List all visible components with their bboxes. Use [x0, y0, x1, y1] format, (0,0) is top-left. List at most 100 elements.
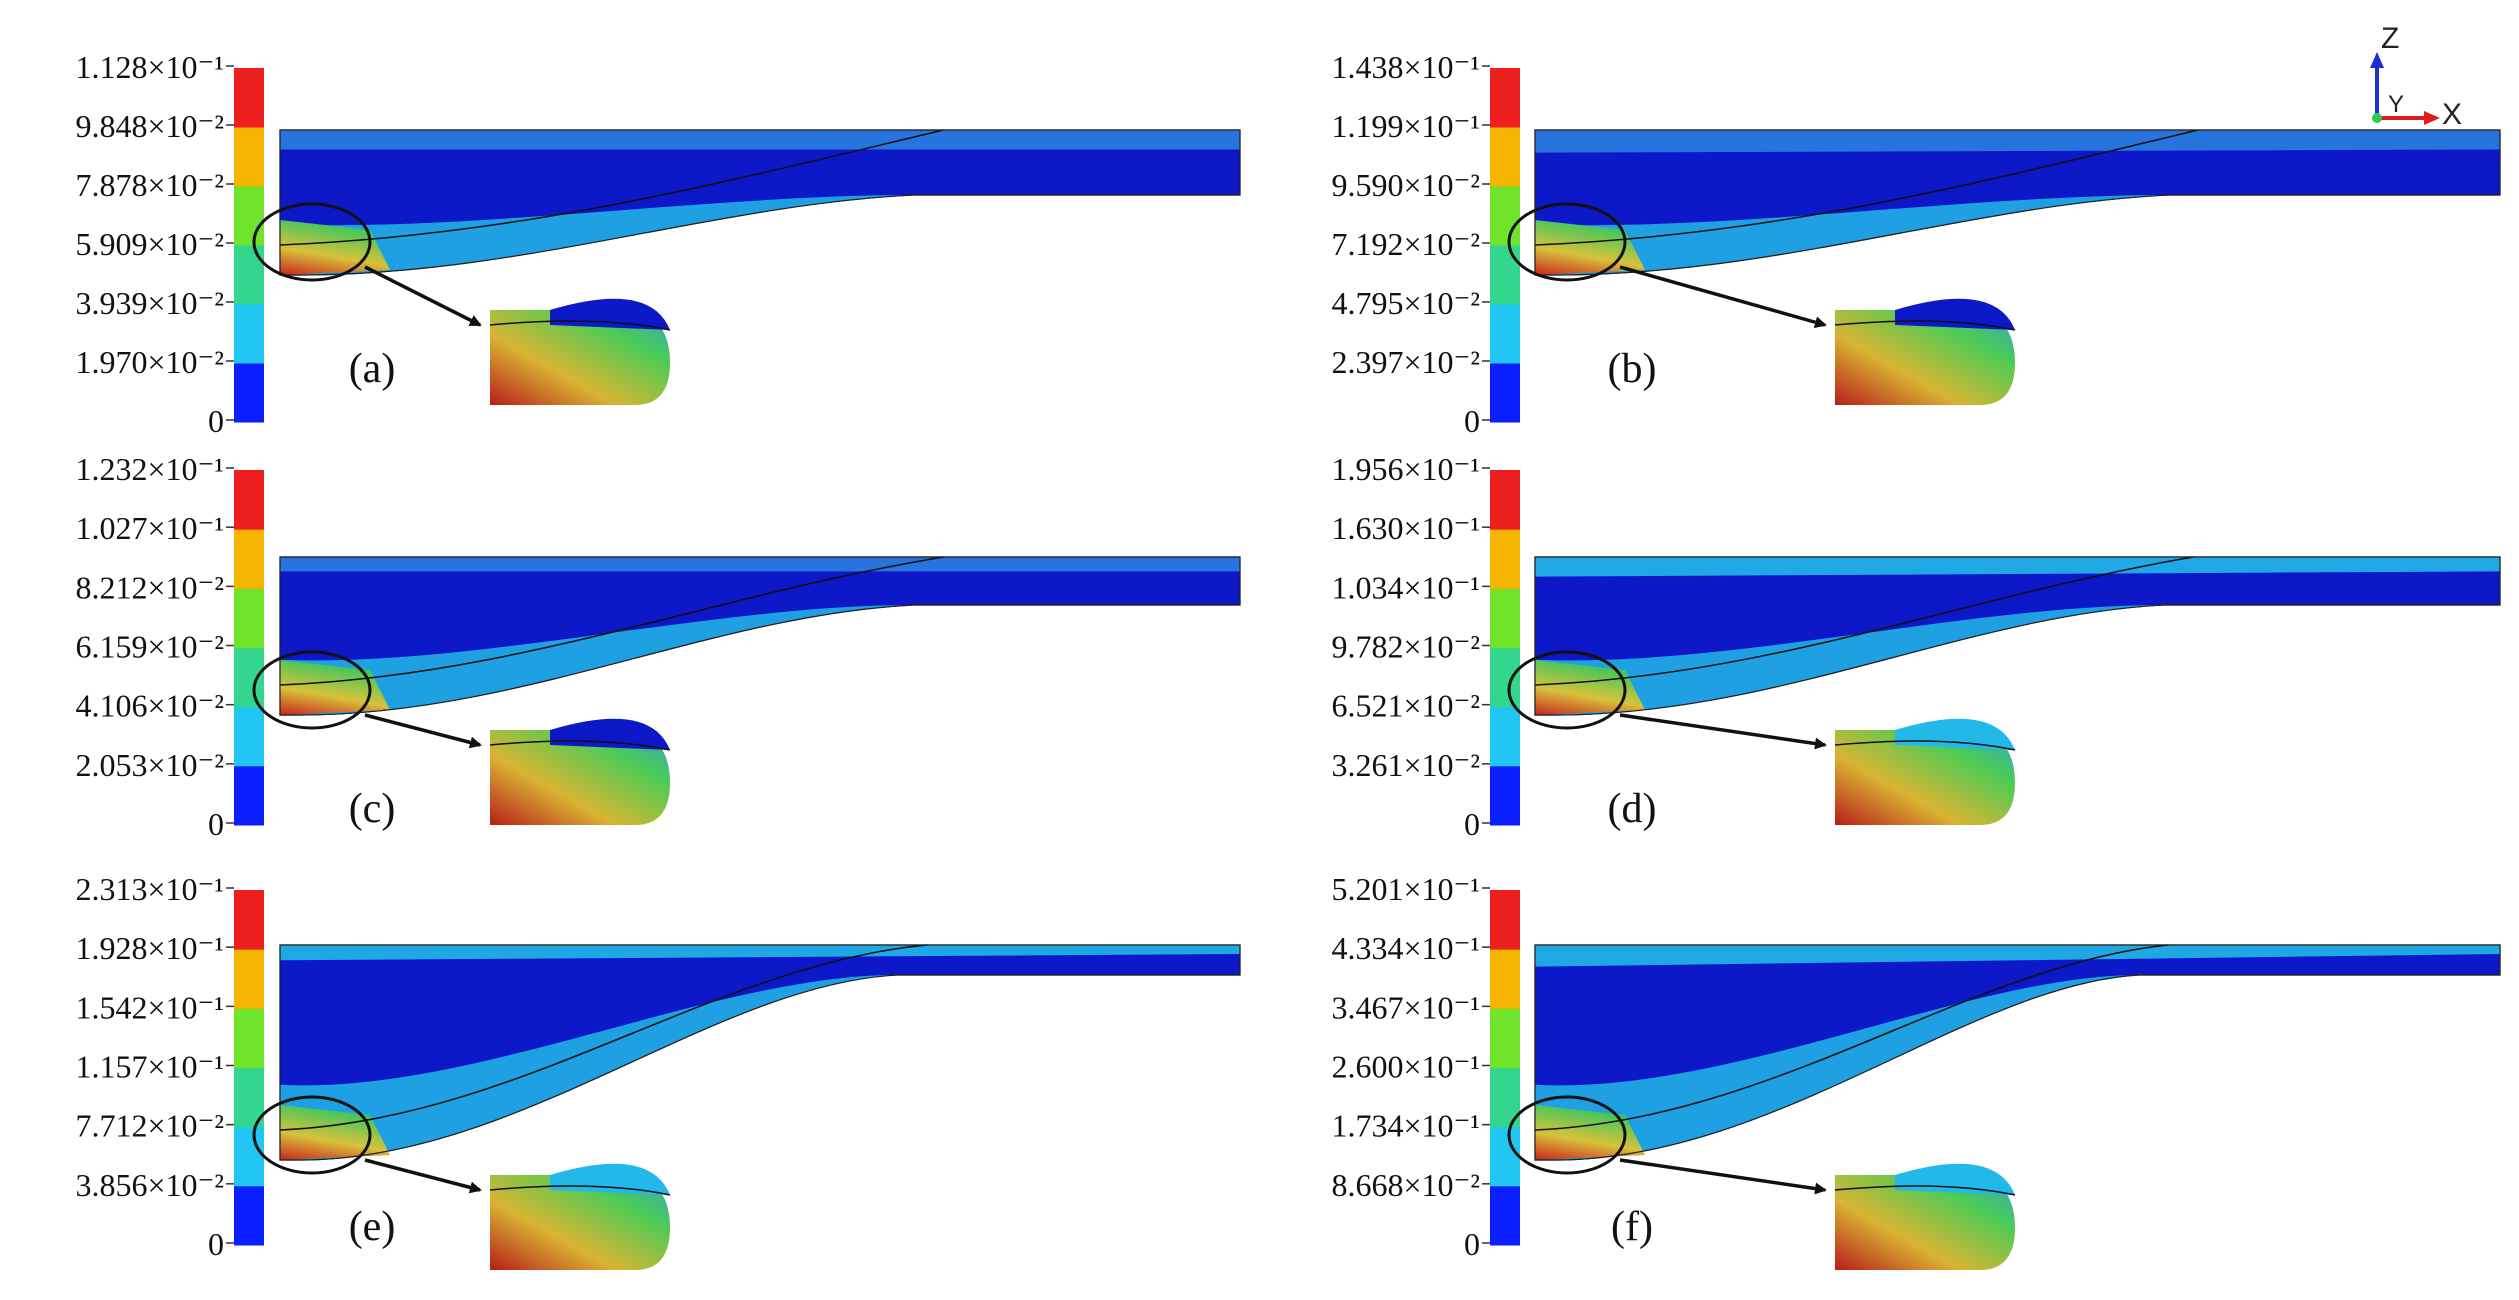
zoom-inset [489, 298, 671, 405]
legend-band [234, 890, 264, 950]
legend-band [234, 765, 264, 826]
panel-f: 5.201×10⁻¹ 4.334×10⁻¹ 3.467×10⁻¹ 2.600×10⁻¹… [1331, 871, 2501, 1270]
zoom-inset [1834, 718, 2016, 825]
legend-tick-label: 1.034×10⁻¹ [1331, 569, 1480, 605]
legend-band [234, 706, 264, 767]
legend-tick-label: 8.668×10⁻² [1331, 1167, 1480, 1203]
legend-band [234, 647, 264, 708]
x-axis-label: X [2442, 98, 2462, 131]
legend-tick-label: 6.521×10⁻² [1331, 688, 1480, 724]
legend-band [1490, 1185, 1520, 1246]
legend-tick-label: 1.630×10⁻¹ [1331, 510, 1480, 546]
legend-tick-label: 1.157×10⁻¹ [75, 1049, 224, 1085]
legend-tick-label: 1.928×10⁻¹ [75, 930, 224, 966]
legend-tick-label: 3.261×10⁻² [1331, 747, 1480, 783]
legend-tick-label: 9.782×10⁻² [1331, 629, 1480, 665]
legend-band [234, 304, 264, 364]
legend-band [1490, 68, 1520, 128]
highlight-circle [252, 1095, 372, 1175]
legend-band [1490, 647, 1520, 708]
legend-tick-label: 1.734×10⁻¹ [1331, 1108, 1480, 1144]
zoom-arrow [364, 1158, 482, 1194]
legend-tick-label: 0 [1464, 403, 1480, 439]
legend-tick-label: 7.712×10⁻² [75, 1108, 224, 1144]
mesh-section [279, 556, 1241, 716]
legend-band [1490, 127, 1520, 187]
zoom-inset [1834, 1163, 2016, 1270]
highlight-circle [252, 650, 372, 730]
legend-band [234, 186, 264, 246]
legend-tick-label: 3.467×10⁻¹ [1331, 989, 1480, 1025]
legend-tick-label: 3.856×10⁻² [75, 1167, 224, 1203]
legend-tick-label: 6.159×10⁻² [75, 629, 224, 665]
panel-d: 1.956×10⁻¹ 1.630×10⁻¹ 1.034×10⁻¹ 9.782×10⁻²… [1331, 451, 2501, 842]
panel-b: 1.438×10⁻¹ 1.199×10⁻¹ 9.590×10⁻² 7.192×10⁻²… [1331, 49, 2501, 439]
legend-tick-label: 5.909×10⁻² [75, 226, 224, 262]
y-axis-dot [2372, 113, 2382, 123]
panel-c: 1.232×10⁻¹ 1.027×10⁻¹ 8.212×10⁻² 6.159×10⁻²… [75, 451, 1241, 842]
legend-band [1490, 186, 1520, 246]
legend-tick-label: 1.438×10⁻¹ [1331, 49, 1480, 85]
legend-band [234, 245, 264, 305]
legend-tick-label: 1.542×10⁻¹ [75, 989, 224, 1025]
legend-tick-label: 0 [208, 403, 224, 439]
legend-tick-label: 4.106×10⁻² [75, 688, 224, 724]
panel-letter: (d) [1608, 786, 1657, 832]
mesh-section [279, 129, 1241, 276]
panel-letter: (b) [1608, 346, 1657, 392]
legend-band [1490, 245, 1520, 305]
legend-band [234, 470, 264, 530]
zoom-arrow [364, 265, 482, 327]
panel-e: 2.313×10⁻¹ 1.928×10⁻¹ 1.542×10⁻¹ 1.157×10⁻¹… [75, 871, 1241, 1270]
legend-band [1490, 706, 1520, 767]
zoom-inset [489, 1163, 671, 1270]
legend-tick-label: 9.590×10⁻² [1331, 167, 1480, 203]
legend-band [1490, 765, 1520, 826]
legend-tick-label: 1.199×10⁻¹ [1331, 108, 1480, 144]
legend-band [234, 363, 264, 423]
mesh-section [279, 944, 1241, 1161]
legend-tick-label: 5.201×10⁻¹ [1331, 871, 1480, 907]
legend-band [1490, 890, 1520, 950]
zoom-arrow [1619, 265, 1827, 329]
legend-tick-label: 7.192×10⁻² [1331, 226, 1480, 262]
legend-colorbar [234, 470, 264, 826]
legend-tick-label: 7.878×10⁻² [75, 167, 224, 203]
zoom-arrow [364, 713, 482, 749]
legend-tick-label: 1.970×10⁻² [75, 344, 224, 380]
y-axis-label: Y [2388, 91, 2404, 118]
zoom-inset [489, 718, 671, 825]
highlight-circle [1507, 650, 1627, 730]
axis-triad: Z Y X [2370, 22, 2462, 131]
legend-band [234, 1185, 264, 1246]
legend-tick-label: 1.232×10⁻¹ [75, 451, 224, 487]
zoom-arrow [1619, 713, 1827, 750]
legend-band [1490, 588, 1520, 648]
legend-tick-label: 1.027×10⁻¹ [75, 510, 224, 546]
legend-tick-label: 1.128×10⁻¹ [75, 49, 224, 85]
legend-band [234, 1126, 264, 1187]
panel-letter: (f) [1611, 1204, 1653, 1250]
highlight-circle [1507, 202, 1627, 282]
mesh-section [1534, 129, 2501, 276]
legend-tick-label: 2.053×10⁻² [75, 747, 224, 783]
legend-band [1490, 1126, 1520, 1187]
z-axis-label: Z [2381, 22, 2399, 55]
legend-tick-label: 0 [1464, 1226, 1480, 1262]
legend-band [234, 68, 264, 128]
panel-letter: (a) [349, 346, 396, 392]
legend-colorbar [234, 68, 264, 423]
legend-tick-label: 9.848×10⁻² [75, 108, 224, 144]
legend-band [1490, 363, 1520, 423]
highlight-circle [1507, 1095, 1627, 1175]
zoom-inset [1834, 298, 2016, 405]
zoom-arrow [1619, 1158, 1827, 1195]
legend-tick-label: 2.313×10⁻¹ [75, 871, 224, 907]
legend-tick-label: 0 [208, 1226, 224, 1262]
legend-tick-label: 3.939×10⁻² [75, 285, 224, 321]
legend-tick-label: 4.795×10⁻² [1331, 285, 1480, 321]
highlight-circle [252, 202, 372, 282]
legend-band [234, 949, 264, 1009]
panel-letter: (c) [349, 786, 396, 832]
